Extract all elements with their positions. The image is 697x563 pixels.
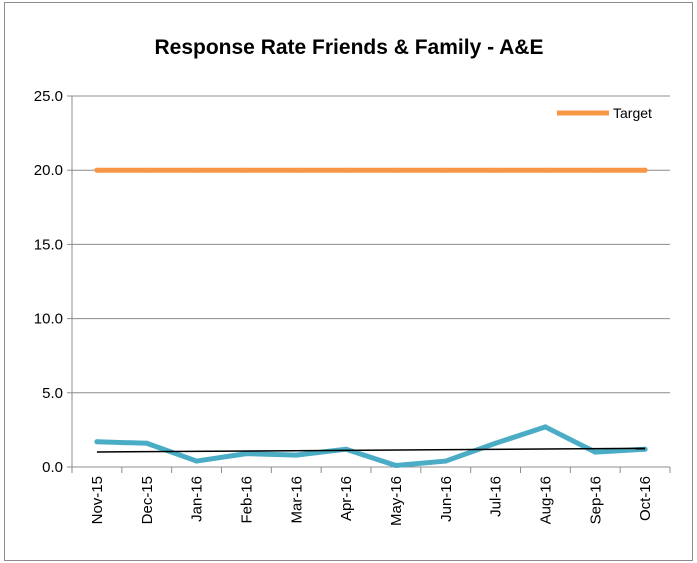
data-point <box>393 167 399 173</box>
data-point <box>243 167 249 173</box>
x-tick-label: Mar-16 <box>288 476 305 524</box>
y-tick-label: 25.0 <box>34 88 63 105</box>
data-series <box>94 167 648 469</box>
x-tick-label: Jan-16 <box>189 476 206 522</box>
data-point <box>443 167 449 173</box>
x-tick-label: Jul-16 <box>488 476 505 517</box>
data-point <box>293 167 299 173</box>
data-point <box>194 167 200 173</box>
data-point <box>443 458 449 464</box>
data-point <box>144 440 150 446</box>
y-tick-label: 5.0 <box>42 385 63 402</box>
chart-area: Response Rate Friends & Family - A&E 0.0… <box>4 2 693 561</box>
legend: Target <box>557 105 652 121</box>
data-point <box>94 439 100 445</box>
data-point <box>642 167 648 173</box>
y-tick-label: 15.0 <box>34 236 63 253</box>
series-line-response-rate <box>94 424 648 469</box>
data-point <box>144 167 150 173</box>
chart-canvas: Response Rate Friends & Family - A&E 0.0… <box>34 36 671 526</box>
legend-label-target: Target <box>613 105 652 121</box>
x-tick-label: Apr-16 <box>338 476 355 521</box>
x-tick-label: Oct-16 <box>637 476 654 521</box>
gridlines <box>72 95 670 394</box>
data-point <box>592 449 598 455</box>
x-tick-label: Jun-16 <box>438 476 455 522</box>
data-point <box>194 458 200 464</box>
x-tick-label: Aug-16 <box>537 476 554 524</box>
x-axis-tick-labels: Nov-15 Dec-15 Jan-16 Feb-16 Mar-16 Apr-16 May-… <box>89 476 654 526</box>
data-point <box>493 167 499 173</box>
data-point <box>542 424 548 430</box>
data-point <box>343 167 349 173</box>
y-axis-tick-labels: 0.0 5.0 10.0 15.0 20.0 25.0 <box>34 88 63 476</box>
data-point <box>493 440 499 446</box>
data-point <box>542 167 548 173</box>
x-tick-label: Nov-15 <box>89 476 106 524</box>
data-point <box>293 452 299 458</box>
data-point <box>94 167 100 173</box>
y-tick-label: 0.0 <box>42 459 63 476</box>
x-tick-label: May-16 <box>388 476 405 526</box>
data-point <box>592 167 598 173</box>
x-tick-label: Sep-16 <box>587 476 604 524</box>
trendline <box>96 447 646 453</box>
data-point <box>243 451 249 457</box>
data-point <box>642 446 648 452</box>
axes <box>67 95 671 473</box>
y-tick-label: 10.0 <box>34 311 63 328</box>
chart-title: Response Rate Friends & Family - A&E <box>155 36 544 59</box>
y-tick-label: 20.0 <box>34 162 63 179</box>
data-point <box>393 463 399 469</box>
x-tick-label: Feb-16 <box>238 476 255 524</box>
x-tick-label: Dec-15 <box>139 476 156 524</box>
